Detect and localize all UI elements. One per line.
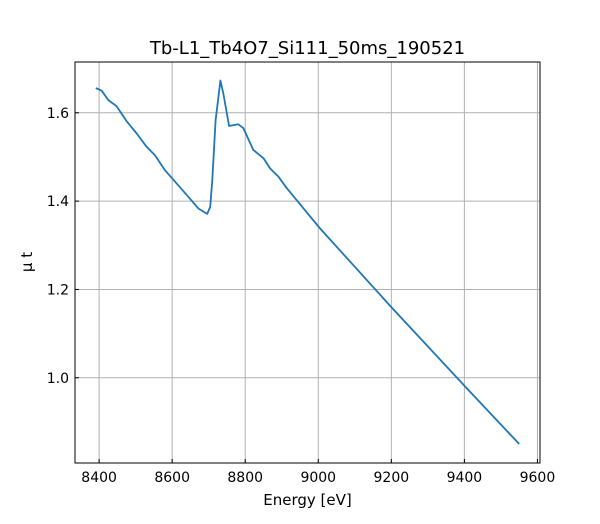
x-tick-label: 9400: [447, 470, 483, 486]
chart-title: Tb-L1_Tb4O7_Si111_50ms_190521: [149, 38, 465, 59]
grid: [75, 62, 540, 463]
series-line-mu-t: [95, 79, 520, 445]
y-tick-label: 1.0: [47, 371, 69, 387]
y-tick-label: 1.4: [47, 194, 69, 210]
x-tick-label: 8800: [227, 470, 263, 486]
x-tick-label: 9000: [300, 470, 336, 486]
x-tick-label: 9600: [520, 470, 556, 486]
ticks: 8400 8600 8800 9000 9200 9400 9600 1.0 1.2 1.4 1.6: [47, 106, 556, 486]
y-axis-label: μ t: [18, 252, 36, 272]
plot-frame: [74, 61, 541, 464]
x-tick-label: 8600: [154, 470, 190, 486]
x-axis-label: Energy [eV]: [263, 491, 351, 509]
x-tick-label: 8400: [81, 470, 117, 486]
x-tick-label: 9200: [374, 470, 410, 486]
y-tick-label: 1.6: [47, 106, 69, 122]
y-tick-label: 1.2: [47, 282, 69, 298]
